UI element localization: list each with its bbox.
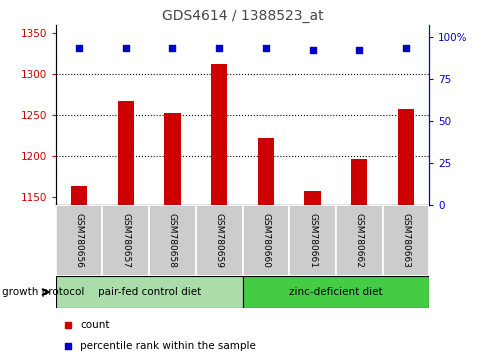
Text: GSM780659: GSM780659 xyxy=(214,213,223,268)
Text: pair-fed control diet: pair-fed control diet xyxy=(97,287,200,297)
Bar xyxy=(242,205,288,276)
Bar xyxy=(118,101,134,205)
Bar xyxy=(196,205,242,276)
Text: GSM780662: GSM780662 xyxy=(354,213,363,268)
Text: GSM780660: GSM780660 xyxy=(261,213,270,268)
Text: GDS4614 / 1388523_at: GDS4614 / 1388523_at xyxy=(161,9,323,23)
Text: GSM780657: GSM780657 xyxy=(121,213,130,268)
Bar xyxy=(242,276,428,308)
Point xyxy=(308,47,316,53)
Bar xyxy=(71,187,87,205)
Text: count: count xyxy=(80,320,109,331)
Text: percentile rank within the sample: percentile rank within the sample xyxy=(80,341,256,351)
Point xyxy=(215,46,223,51)
Bar xyxy=(56,205,102,276)
Bar xyxy=(304,192,320,205)
Point xyxy=(355,47,363,53)
Bar xyxy=(397,109,413,205)
Bar xyxy=(257,138,273,205)
Point xyxy=(64,343,72,349)
Text: GSM780663: GSM780663 xyxy=(401,213,409,268)
Point xyxy=(121,46,129,51)
Point xyxy=(401,46,409,51)
Bar xyxy=(335,205,382,276)
Bar xyxy=(211,64,227,205)
Bar xyxy=(382,205,428,276)
Bar xyxy=(149,205,196,276)
Text: growth protocol: growth protocol xyxy=(2,287,85,297)
Point xyxy=(75,46,83,51)
Text: GSM780661: GSM780661 xyxy=(307,213,317,268)
Bar xyxy=(164,113,180,205)
Bar xyxy=(102,205,149,276)
Bar xyxy=(56,276,242,308)
Text: zinc-deficient diet: zinc-deficient diet xyxy=(288,287,382,297)
Point xyxy=(261,46,269,51)
Bar xyxy=(288,205,335,276)
Point xyxy=(64,322,72,328)
Text: GSM780656: GSM780656 xyxy=(75,213,83,268)
Bar xyxy=(350,159,366,205)
Point xyxy=(168,46,176,51)
Text: GSM780658: GSM780658 xyxy=(167,213,177,268)
